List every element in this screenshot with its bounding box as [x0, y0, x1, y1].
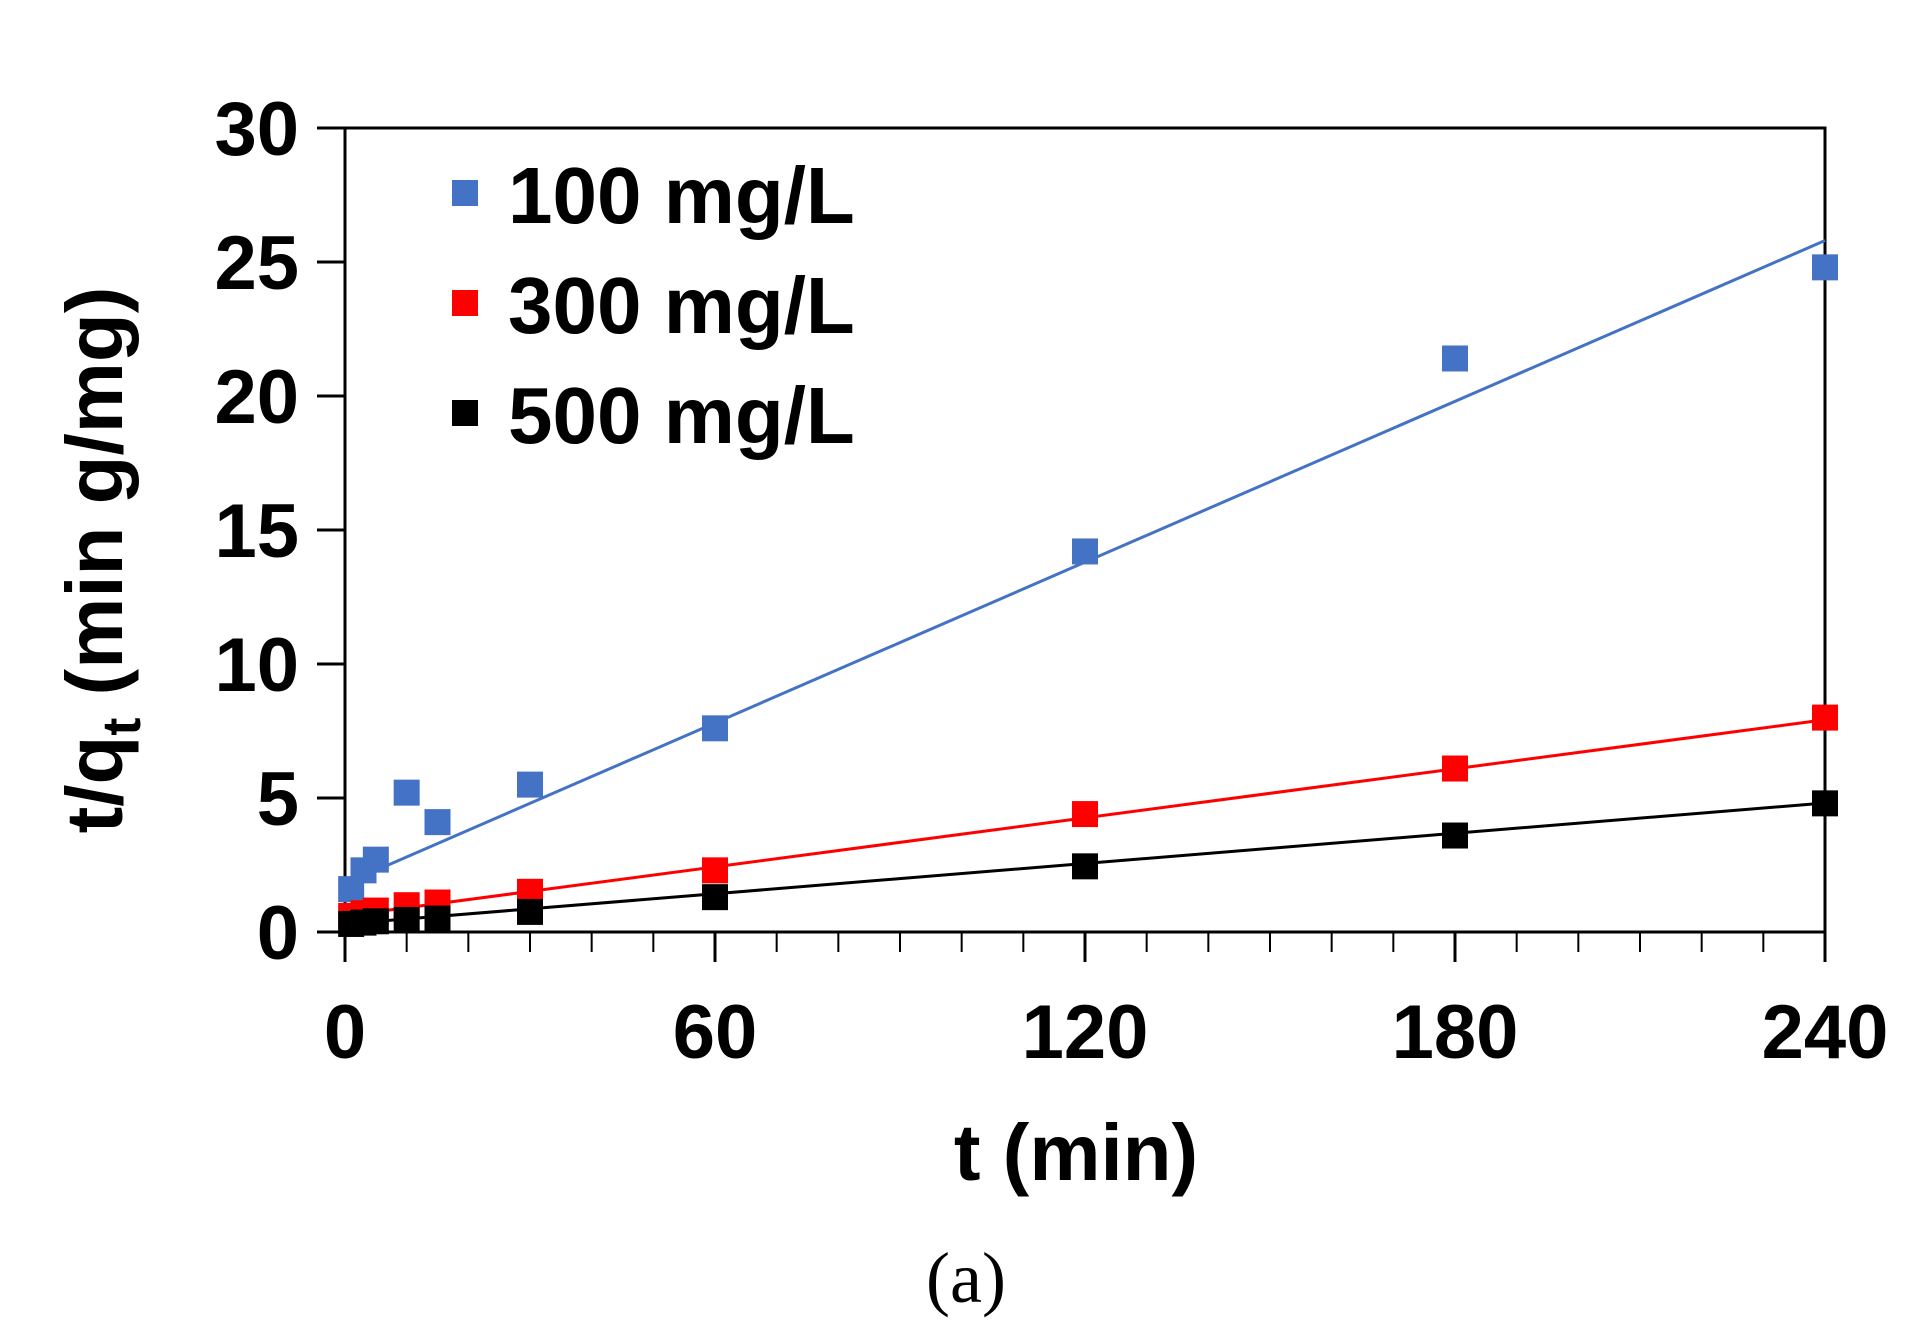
data-point-300-mg-l [1442, 755, 1468, 782]
data-point-100-mg-l [1812, 254, 1838, 281]
data-point-100-mg-l [702, 715, 728, 742]
data-point-500-mg-l [1442, 822, 1468, 849]
x-tick-label: 60 [673, 990, 758, 1075]
legend-label-100-mg-l: 100 mg/L [508, 151, 855, 240]
y-tick-label: 20 [214, 355, 299, 440]
data-points [338, 254, 1838, 937]
data-point-500-mg-l [702, 884, 728, 911]
y-tick-label: 5 [257, 757, 299, 842]
y-tick-label: 0 [257, 891, 299, 976]
data-point-100-mg-l [393, 779, 420, 806]
x-tick-label: 180 [1392, 990, 1519, 1075]
y-axis-title: t/qt (min g/mg) [50, 287, 152, 834]
x-axis-title: t (min) [954, 1108, 1198, 1197]
y-tick-label: 10 [214, 623, 299, 708]
data-point-500-mg-l [393, 906, 420, 933]
data-point-500-mg-l [424, 905, 451, 932]
data-point-500-mg-l [1072, 853, 1098, 880]
axis-ticks [317, 126, 1827, 962]
axis-labels: 0 5 10 15 20 25 30 0 60 120 180 240 [214, 87, 1888, 1075]
legend-marker-300-mg-l [452, 290, 478, 316]
data-point-100-mg-l [424, 809, 451, 836]
data-point-100-mg-l [1442, 345, 1468, 372]
data-point-300-mg-l [1812, 704, 1838, 731]
x-tick-label: 120 [1022, 990, 1149, 1075]
data-point-500-mg-l [362, 908, 389, 935]
data-point-100-mg-l [1072, 538, 1098, 565]
y-axis-title-rest: (min g/mg) [50, 287, 139, 718]
y-axis-title-subscript: t [92, 718, 152, 736]
data-point-300-mg-l [702, 857, 728, 884]
y-tick-label: 15 [214, 489, 299, 574]
data-point-300-mg-l [1072, 801, 1098, 828]
x-tick-label: 240 [1762, 990, 1889, 1075]
y-axis-title-main: t/q [50, 736, 139, 834]
legend-marker-500-mg-l [452, 400, 478, 426]
x-tick-label: 0 [324, 990, 366, 1075]
data-point-500-mg-l [517, 898, 543, 925]
y-tick-label: 25 [214, 221, 299, 306]
figure-caption: (a) [926, 1238, 1006, 1318]
data-point-500-mg-l [1812, 790, 1838, 817]
legend: 100 mg/L 300 mg/L 500 mg/L [452, 151, 855, 460]
data-point-100-mg-l [517, 771, 543, 798]
legend-label-500-mg-l: 500 mg/L [508, 371, 855, 460]
legend-label-300-mg-l: 300 mg/L [508, 261, 855, 350]
data-point-100-mg-l [362, 846, 389, 873]
legend-marker-100-mg-l [452, 180, 478, 206]
y-tick-label: 30 [214, 87, 299, 172]
